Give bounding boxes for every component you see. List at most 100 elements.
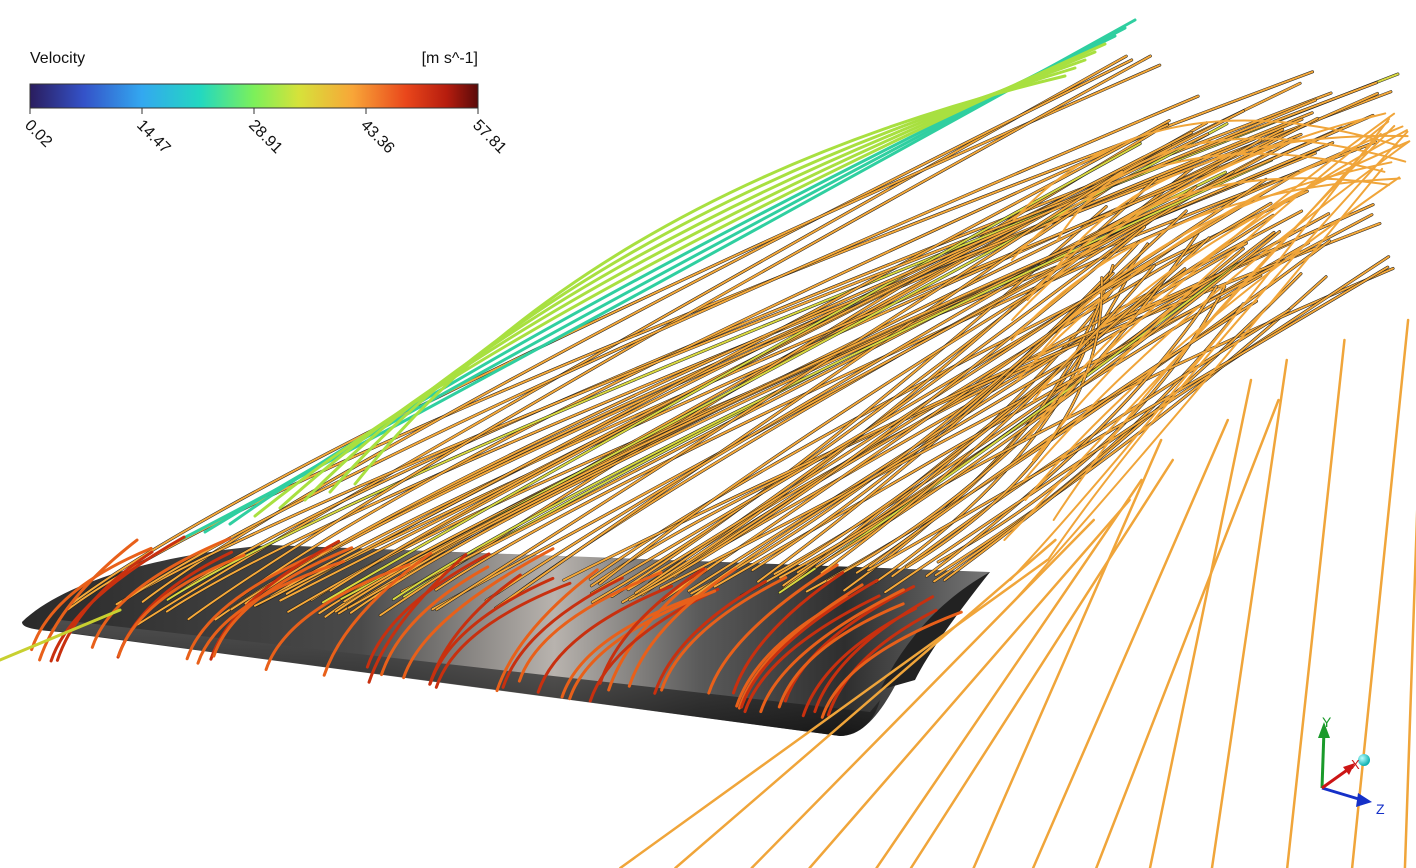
streamline [495, 568, 599, 693]
legend-title: Velocity [30, 50, 85, 67]
streamline [501, 576, 624, 689]
streamline [1046, 130, 1409, 561]
streamlines [0, 18, 1416, 868]
streamline [1012, 119, 1401, 221]
streamline [1403, 509, 1416, 868]
streamline [610, 205, 1108, 598]
tick-label: 0.02 [21, 117, 55, 151]
streamline [1009, 117, 1391, 581]
streamline [759, 588, 905, 714]
streamline [435, 170, 1124, 611]
streamline [240, 124, 1169, 597]
streamline [674, 538, 1057, 868]
streamline [1023, 140, 1410, 481]
streamline [1013, 167, 1384, 601]
streamline [1056, 137, 1407, 241]
streamline [322, 551, 433, 677]
streamline [165, 90, 1392, 613]
streamline [740, 236, 1210, 597]
streamline [212, 546, 354, 658]
color-bar [29, 83, 479, 109]
streamline [1025, 112, 1396, 441]
streamline [1210, 358, 1289, 868]
streamline [782, 267, 1395, 587]
streamline [925, 285, 1218, 578]
streamline [743, 594, 881, 714]
streamline [1046, 134, 1409, 281]
streamline [30, 546, 153, 652]
streamline [402, 547, 555, 680]
streamline [1034, 161, 1393, 361]
streamline [122, 95, 1200, 603]
streamline [321, 142, 1142, 604]
streamline [875, 478, 1143, 868]
streamline [328, 66, 1077, 494]
streamline [1095, 398, 1280, 868]
streamline [136, 55, 1128, 626]
streamline [55, 550, 154, 662]
streamline [943, 272, 1302, 582]
streamline [303, 58, 1087, 502]
streamline [365, 552, 491, 669]
streamline [560, 594, 699, 699]
streamline [568, 589, 717, 701]
streamline [687, 212, 1330, 601]
streamline [117, 553, 246, 658]
streamline [1350, 318, 1410, 868]
streamline [672, 202, 1272, 578]
axis-z-label: Z [1376, 801, 1385, 817]
streamline [0, 608, 122, 662]
streamline [909, 458, 1175, 868]
streamline [1148, 378, 1253, 868]
streamline [627, 567, 738, 688]
streamline [598, 567, 706, 685]
streamline [38, 538, 139, 662]
streamline [1039, 129, 1408, 421]
streamline [1010, 152, 1386, 261]
streamline [660, 576, 788, 692]
streamline [1285, 338, 1346, 868]
streamline [1052, 124, 1396, 521]
streamline [826, 608, 938, 717]
streamline [607, 568, 708, 692]
tick-label: 57.81 [469, 117, 509, 157]
streamline [740, 578, 879, 709]
streamline [270, 133, 1302, 598]
streamline [1031, 120, 1390, 461]
streamline [1032, 140, 1411, 401]
tick-label: 43.36 [357, 117, 397, 157]
streamline [253, 42, 1107, 518]
tick-label: 14.47 [133, 117, 173, 157]
streamline [264, 563, 411, 672]
streamline [494, 182, 1118, 610]
streamline [379, 565, 490, 677]
streamline [627, 178, 1268, 591]
streamline [278, 50, 1097, 510]
streamline [1031, 418, 1230, 868]
streamline [353, 74, 1067, 486]
streamline [801, 607, 918, 718]
streamline [827, 232, 1199, 582]
streamline [619, 558, 1049, 868]
streamline [874, 283, 1106, 584]
streamline [972, 438, 1163, 868]
streamline [228, 34, 1117, 526]
streamline [934, 275, 1328, 577]
streamline [90, 537, 232, 649]
streamline [867, 266, 1389, 572]
streamline [628, 225, 1146, 601]
streamline [707, 563, 839, 695]
streamline [536, 584, 674, 694]
streamline [367, 553, 468, 684]
streamline [187, 55, 1152, 621]
legend-units: [m s^-1] [422, 50, 478, 67]
streamline [820, 264, 1156, 574]
axis-x-label: X [1351, 757, 1360, 772]
streamline [731, 571, 845, 695]
streamline [777, 602, 905, 709]
streamline [434, 581, 572, 689]
streamline [1026, 177, 1391, 301]
streamline [653, 580, 767, 695]
